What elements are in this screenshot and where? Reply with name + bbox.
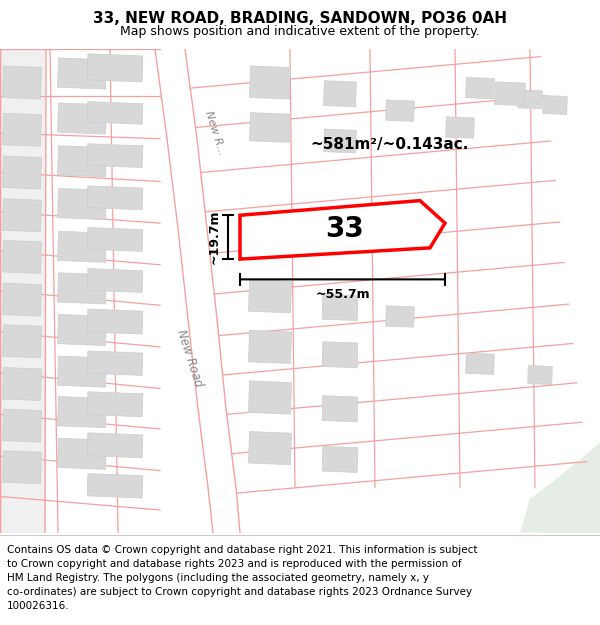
Polygon shape [2,241,41,273]
Polygon shape [322,446,358,472]
Polygon shape [248,431,292,465]
Polygon shape [2,451,41,484]
Polygon shape [87,351,143,376]
Polygon shape [2,409,41,442]
Polygon shape [466,353,494,374]
Polygon shape [58,438,106,469]
Polygon shape [2,113,41,146]
Polygon shape [250,66,290,99]
Polygon shape [155,49,240,532]
Text: ~19.7m: ~19.7m [208,210,221,264]
Polygon shape [528,366,552,384]
Polygon shape [322,342,358,367]
Polygon shape [322,396,358,422]
Text: Contains OS data © Crown copyright and database right 2021. This information is : Contains OS data © Crown copyright and d… [7,544,478,611]
Polygon shape [2,368,41,401]
Polygon shape [58,231,106,262]
Polygon shape [87,228,143,251]
Polygon shape [540,465,600,532]
Polygon shape [58,146,106,177]
Polygon shape [58,189,106,219]
Text: Map shows position and indicative extent of the property.: Map shows position and indicative extent… [120,25,480,38]
Polygon shape [248,381,292,414]
Text: ~581m²/~0.143ac.: ~581m²/~0.143ac. [310,137,469,152]
Polygon shape [250,112,290,142]
Polygon shape [87,102,143,124]
Polygon shape [323,81,356,107]
Polygon shape [58,273,106,304]
Text: New Road: New Road [175,328,205,388]
Polygon shape [2,156,41,189]
Text: 33, NEW ROAD, BRADING, SANDOWN, PO36 0AH: 33, NEW ROAD, BRADING, SANDOWN, PO36 0AH [93,11,507,26]
Polygon shape [2,325,41,357]
Polygon shape [87,186,143,210]
Text: 33: 33 [326,215,364,243]
Text: ~55.7m: ~55.7m [315,288,370,301]
Polygon shape [518,90,542,109]
Polygon shape [323,129,356,153]
Polygon shape [386,100,415,121]
Polygon shape [87,392,143,417]
Polygon shape [248,279,292,313]
Text: New R...: New R... [203,109,227,157]
Polygon shape [494,82,526,106]
Polygon shape [520,442,600,532]
Polygon shape [240,201,445,259]
Polygon shape [58,58,106,89]
Polygon shape [248,330,292,364]
Polygon shape [322,294,358,321]
Polygon shape [58,103,106,134]
Polygon shape [386,306,415,327]
Polygon shape [446,117,475,138]
Polygon shape [466,78,494,99]
Polygon shape [87,474,143,498]
Polygon shape [0,49,45,532]
Polygon shape [87,54,143,82]
Polygon shape [2,283,41,316]
Polygon shape [2,66,41,99]
Polygon shape [87,309,143,334]
Polygon shape [58,314,106,346]
Polygon shape [87,432,143,458]
Polygon shape [58,356,106,387]
Polygon shape [543,96,567,114]
Polygon shape [87,269,143,292]
Polygon shape [58,397,106,428]
Polygon shape [2,199,41,232]
Polygon shape [87,144,143,168]
